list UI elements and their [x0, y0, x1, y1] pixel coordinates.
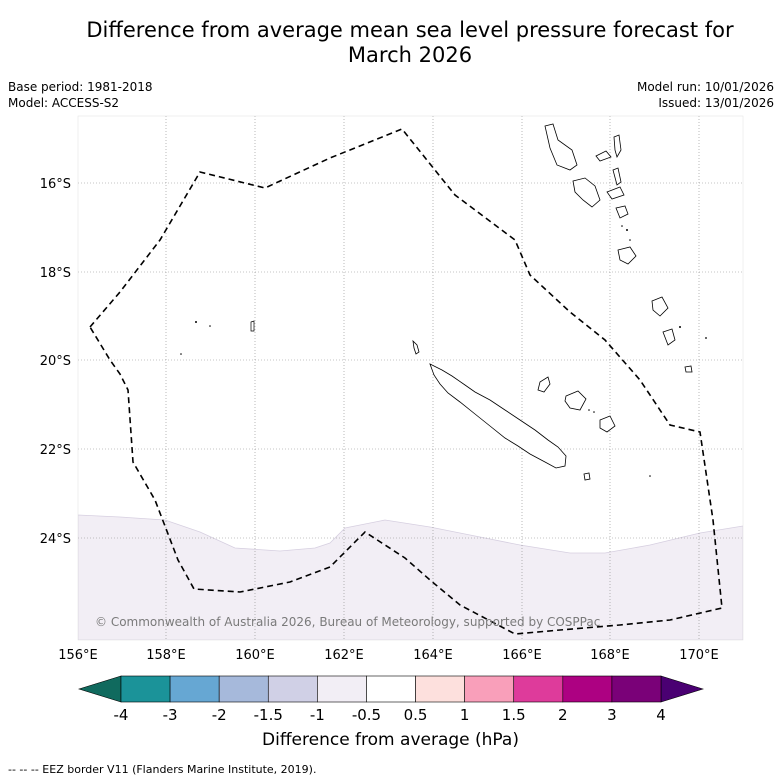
colorbar-cell — [218, 675, 269, 703]
model-name: Model: ACCESS-S2 — [8, 96, 120, 110]
chart-title: Difference from average mean sea level p… — [40, 18, 780, 68]
lon-tick-164: 164°E — [413, 648, 453, 663]
lat-tick-labels: 16°S 18°S 20°S 22°S 24°S — [40, 177, 71, 547]
lon-tick-170: 170°E — [679, 648, 719, 663]
ambrym-island — [606, 186, 625, 200]
lon-tick-158: 158°E — [146, 648, 186, 663]
copyright-text: © Commonwealth of Australia 2026, Bureau… — [95, 615, 600, 629]
colorbar-extend-low — [77, 675, 122, 703]
colorbar-tick-label: -2 — [212, 706, 227, 724]
tanna-island — [662, 328, 676, 346]
epi-island — [615, 205, 629, 219]
colorbar-tick-label: 4 — [656, 706, 666, 724]
colorbar-cell — [562, 675, 613, 703]
colorbar-cell — [120, 675, 171, 703]
malekula-island — [572, 177, 601, 208]
colorbar-cell — [513, 675, 564, 703]
aneityum-island — [684, 365, 693, 373]
graticule — [78, 116, 743, 640]
maewo-island — [613, 134, 622, 159]
colorbar-cell — [317, 675, 367, 703]
lat-tick-20: 20°S — [40, 354, 71, 369]
colorbar-tick-label: -4 — [114, 706, 129, 724]
colorbar-cell — [464, 675, 515, 703]
new-caledonia-coastline — [429, 363, 567, 469]
negative-anomaly-area — [78, 514, 743, 640]
lat-tick-18: 18°S — [40, 266, 71, 281]
issued-date: Issued: 13/01/2026 — [658, 96, 774, 110]
colorbar-cell — [267, 675, 318, 703]
lon-tick-labels: 156°E 158°E 160°E 162°E 164°E 166°E 168°… — [58, 648, 719, 663]
lat-tick-22: 22°S — [40, 443, 71, 458]
colorbar-tick-label: 0.5 — [404, 706, 428, 724]
lat-tick-16: 16°S — [40, 177, 71, 192]
mellish-reef — [250, 320, 255, 332]
pentecost-island — [612, 167, 622, 186]
lat-tick-24: 24°S — [40, 532, 71, 547]
colorbar-extend-high — [660, 675, 705, 703]
lon-tick-166: 166°E — [502, 648, 542, 663]
colorbar: -4 -3 -2 -1.5 -1 -0.5 0.5 1 1.5 2 3 4 — [77, 675, 705, 724]
lon-tick-168: 168°E — [590, 648, 630, 663]
meta-right: Model run: 10/01/2026 Issued: 13/01/2026 — [637, 79, 774, 111]
lifou-island — [564, 390, 587, 411]
eez-border — [89, 128, 723, 635]
colorbar-cell — [611, 675, 662, 703]
colorbar-label: Difference from average (hPa) — [262, 730, 519, 750]
colorbar-tick-label: 1 — [460, 706, 470, 724]
colorbar-tick-label: -1 — [310, 706, 325, 724]
colorbar-tick-label: 1.5 — [502, 706, 526, 724]
colorbar-tick-label: 3 — [607, 706, 617, 724]
lon-tick-162: 162°E — [324, 648, 364, 663]
efate-island — [617, 246, 637, 265]
small-islets — [180, 225, 707, 477]
colorbar-cell — [169, 675, 220, 703]
colorbar-cell — [415, 675, 465, 703]
belep-islands — [412, 339, 420, 355]
lon-tick-156: 156°E — [58, 648, 98, 663]
eez-footnote: -- -- -- EEZ border V11 (Flanders Marine… — [8, 763, 317, 776]
colorbar-tick-label: 2 — [558, 706, 568, 724]
base-period: Base period: 1981-2018 — [8, 80, 153, 94]
erromango-island — [651, 296, 669, 317]
colorbar-cell — [366, 675, 416, 703]
meta-left: Base period: 1981-2018 Model: ACCESS-S2 — [8, 79, 153, 111]
model-run: Model run: 10/01/2026 — [636, 80, 774, 94]
walpole-island — [583, 472, 591, 481]
title-line-2: March 2026 — [347, 43, 473, 67]
ouvea-island — [537, 376, 551, 393]
colorbar-tick-label: -1.5 — [254, 706, 283, 724]
ambae-island — [595, 150, 612, 162]
map-border — [77, 115, 744, 641]
espiritu-santo-island — [544, 123, 578, 171]
lon-tick-160: 160°E — [235, 648, 275, 663]
colorbar-tick-label: -3 — [163, 706, 178, 724]
mare-island — [599, 415, 616, 433]
title-line-1: Difference from average mean sea level p… — [86, 18, 734, 42]
colorbar-tick-label: -0.5 — [352, 706, 381, 724]
